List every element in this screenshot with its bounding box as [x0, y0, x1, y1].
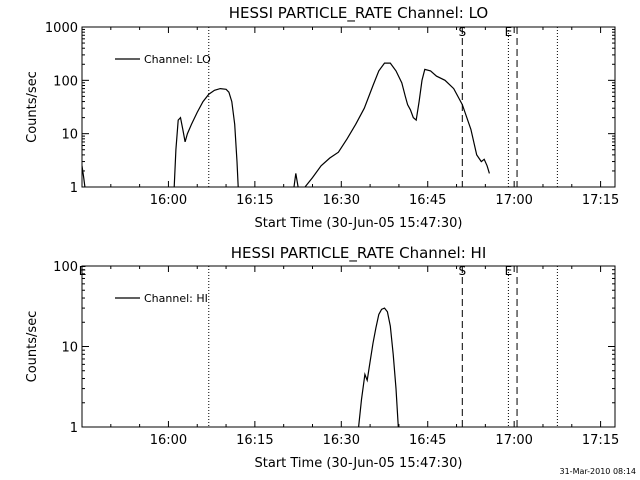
y-tick-label: 10: [61, 341, 78, 356]
x-tick-label: 16:00: [150, 433, 187, 448]
y-tick-label: 1: [70, 421, 78, 436]
y-axis-label: Counts/sec: [25, 311, 40, 383]
x-tick-label: 16:00: [150, 193, 187, 208]
y-tick-label: 10: [61, 128, 78, 143]
series-line: [304, 62, 490, 187]
y-tick-label: 1: [70, 181, 78, 196]
legend-label: Channel: HI: [144, 292, 208, 305]
chart-title: HESSI PARTICLE_RATE Channel: HI: [231, 244, 487, 263]
marker-label: E: [505, 264, 513, 278]
y-tick-label: 100: [53, 74, 78, 89]
chart-title: HESSI PARTICLE_RATE Channel: LO: [229, 4, 488, 23]
x-tick-label: 17:00: [495, 193, 532, 208]
marker-label: S: [458, 25, 466, 39]
x-axis-label: Start Time (30-Jun-05 15:47:30): [255, 216, 463, 231]
x-tick-label: 16:30: [323, 193, 360, 208]
x-tick-label: 17:15: [582, 433, 619, 448]
x-tick-label: 16:45: [409, 433, 446, 448]
y-tick-label: 100: [53, 260, 78, 275]
series-line: [293, 173, 299, 187]
series-line: [173, 87, 239, 187]
x-tick-label: 16:15: [236, 433, 273, 448]
marker-label: S: [458, 264, 466, 278]
panel-1: HESSI PARTICLE_RATE Channel: LO 16:00 16:1…: [25, 4, 619, 231]
plot-frame: [81, 26, 616, 188]
x-tick-label: 17:15: [582, 193, 619, 208]
x-tick-label: 16:45: [409, 193, 446, 208]
timestamp: 31-Mar-2010 08:14: [560, 467, 637, 476]
x-axis-label: Start Time (30-Jun-05 15:47:30): [255, 456, 463, 471]
panel-2: HESSI PARTICLE_RATE Channel: HI 16:00 16:1…: [25, 244, 619, 471]
x-tick-label: 17:00: [495, 433, 532, 448]
y-axis-label: Counts/sec: [25, 71, 40, 143]
series-line: [82, 165, 86, 187]
x-tick-label: 16:15: [236, 193, 273, 208]
legend-label: Channel: LO: [144, 53, 211, 66]
plot-frame: [81, 265, 616, 428]
series-line: [358, 307, 399, 427]
x-tick-label: 16:30: [323, 433, 360, 448]
marker-label: E: [505, 25, 513, 39]
marker-label: E: [79, 264, 87, 278]
y-tick-label: 1000: [45, 21, 78, 36]
